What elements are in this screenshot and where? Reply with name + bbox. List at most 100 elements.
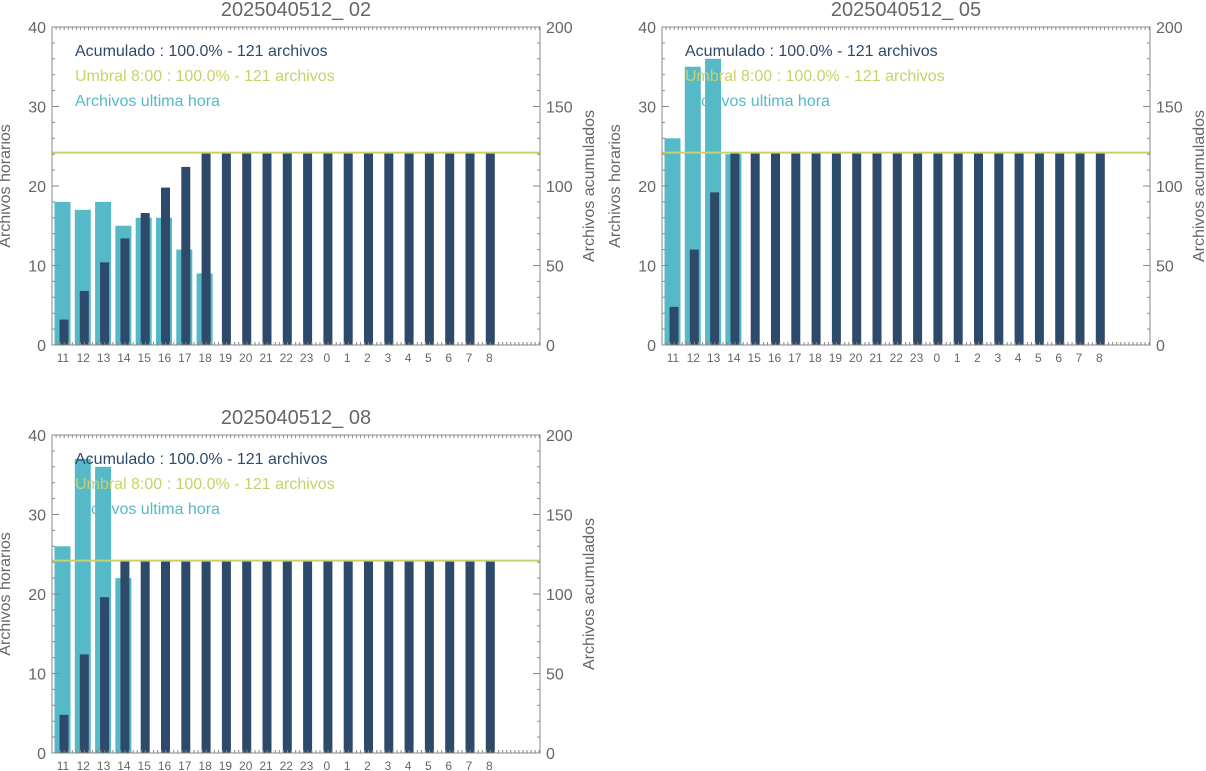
legend-entry-1: Acumulado : 100.0% - 121 archivos xyxy=(75,451,328,468)
x-tick-label-23: 23 xyxy=(300,759,314,771)
accumulated-bar-22 xyxy=(892,152,902,345)
legend-entry-2: Umbral 8:00 : 100.0% - 121 archivos xyxy=(75,476,335,493)
right-tick-label: 150 xyxy=(546,508,573,525)
x-tick-label-4: 4 xyxy=(405,351,412,365)
accumulated-bar-13 xyxy=(100,262,110,345)
x-tick-label-13: 13 xyxy=(97,759,111,771)
x-tick-label-6: 6 xyxy=(445,759,452,771)
accumulated-bar-2 xyxy=(364,152,373,345)
x-tick-label-14: 14 xyxy=(117,351,131,365)
x-tick-label-16: 16 xyxy=(158,351,172,365)
accumulated-bar-0 xyxy=(323,560,333,753)
accumulated-bar-20 xyxy=(242,560,252,753)
accumulated-bar-22 xyxy=(282,560,292,753)
right-tick-label: 0 xyxy=(1156,338,1165,355)
accumulated-bar-12 xyxy=(689,249,699,345)
accumulated-bar-15 xyxy=(140,213,150,345)
accumulated-bar-3 xyxy=(994,152,1004,345)
x-tick-label-18: 18 xyxy=(808,351,822,365)
accumulated-bar-6 xyxy=(445,152,455,345)
accumulated-bar-13 xyxy=(100,597,110,753)
accumulated-bar-14 xyxy=(730,152,740,345)
x-tick-label-12: 12 xyxy=(687,351,701,365)
x-tick-label-5: 5 xyxy=(425,759,432,771)
x-tick-label-14: 14 xyxy=(727,351,741,365)
accumulated-bar-19 xyxy=(831,152,841,345)
right-axis-label: Archivos acumulados xyxy=(581,518,598,670)
x-tick-label-19: 19 xyxy=(219,351,233,365)
x-tick-label-18: 18 xyxy=(198,759,212,771)
right-tick-label: 100 xyxy=(546,587,573,604)
x-tick-label-1: 1 xyxy=(344,351,351,365)
right-tick-label: 200 xyxy=(546,20,573,37)
x-tick-label-22: 22 xyxy=(890,351,904,365)
right-axis-label: Archivos acumulados xyxy=(1191,110,1206,262)
left-tick-label: 40 xyxy=(28,20,46,37)
accumulated-bar-4 xyxy=(404,152,414,345)
chart-title: 2025040512_ 02 xyxy=(221,0,371,21)
left-tick-label: 30 xyxy=(638,100,656,117)
x-tick-label-7: 7 xyxy=(466,351,473,365)
right-axis-label: Archivos acumulados xyxy=(581,110,598,262)
right-tick-label: 100 xyxy=(1156,179,1183,196)
right-tick-label: 150 xyxy=(1156,100,1183,117)
left-tick-label: 20 xyxy=(28,587,46,604)
x-tick-label-3: 3 xyxy=(384,351,391,365)
accumulated-bar-4 xyxy=(1014,152,1024,345)
x-tick-label-4: 4 xyxy=(1015,351,1022,365)
x-tick-label-22: 22 xyxy=(280,351,294,365)
accumulated-bar-21 xyxy=(262,152,272,345)
x-tick-label-16: 16 xyxy=(158,759,172,771)
legend-entry-2: Umbral 8:00 : 100.0% - 121 archivos xyxy=(75,68,335,85)
x-tick-label-0: 0 xyxy=(324,351,331,365)
legend-entry-3: Archivos ultima hora xyxy=(685,93,830,110)
left-tick-label: 10 xyxy=(638,259,656,276)
accumulated-bar-4 xyxy=(404,560,414,753)
right-tick-label: 100 xyxy=(546,179,573,196)
x-tick-label-6: 6 xyxy=(1055,351,1062,365)
accumulated-bar-15 xyxy=(750,152,760,345)
accumulated-bar-13 xyxy=(710,192,720,345)
right-tick-label: 150 xyxy=(546,100,573,117)
x-tick-label-15: 15 xyxy=(138,351,152,365)
accumulated-bar-5 xyxy=(424,152,434,345)
x-tick-label-5: 5 xyxy=(425,351,432,365)
accumulated-bar-16 xyxy=(161,560,170,753)
accumulated-bar-7 xyxy=(465,152,475,345)
x-tick-label-8: 8 xyxy=(1096,351,1103,365)
x-tick-label-19: 19 xyxy=(219,759,233,771)
legend-entry-1: Acumulado : 100.0% - 121 archivos xyxy=(75,43,328,60)
accumulated-bar-0 xyxy=(323,152,333,345)
accumulated-bar-5 xyxy=(424,560,434,753)
x-tick-label-17: 17 xyxy=(178,759,192,771)
x-tick-label-21: 21 xyxy=(259,759,273,771)
x-tick-label-3: 3 xyxy=(384,759,391,771)
accumulated-bar-19 xyxy=(221,560,231,753)
x-tick-label-7: 7 xyxy=(466,759,473,771)
accumulated-bar-23 xyxy=(303,152,313,345)
x-tick-label-20: 20 xyxy=(239,759,253,771)
accumulated-bar-20 xyxy=(852,152,862,345)
left-tick-label: 30 xyxy=(28,508,46,525)
accumulated-bar-12 xyxy=(79,654,89,753)
legend-entry-3: Archivos ultima hora xyxy=(75,501,220,518)
accumulated-bar-8 xyxy=(485,152,495,345)
x-tick-label-11: 11 xyxy=(57,759,70,771)
x-tick-label-17: 17 xyxy=(178,351,192,365)
accumulated-bar-17 xyxy=(791,152,801,345)
accumulated-bar-2 xyxy=(974,152,983,345)
accumulated-bar-8 xyxy=(1095,152,1105,345)
accumulated-bar-23 xyxy=(303,560,313,753)
accumulated-bar-8 xyxy=(485,560,495,753)
x-tick-label-22: 22 xyxy=(280,759,294,771)
right-tick-label: 0 xyxy=(546,338,555,355)
accumulated-bar-16 xyxy=(771,152,780,345)
x-tick-label-4: 4 xyxy=(405,759,412,771)
x-tick-label-8: 8 xyxy=(486,759,493,771)
x-tick-label-2: 2 xyxy=(364,351,371,365)
left-tick-label: 0 xyxy=(37,338,46,355)
x-tick-label-23: 23 xyxy=(300,351,314,365)
legend-entry-2: Umbral 8:00 : 100.0% - 121 archivos xyxy=(685,68,945,85)
right-tick-label: 50 xyxy=(546,667,564,684)
